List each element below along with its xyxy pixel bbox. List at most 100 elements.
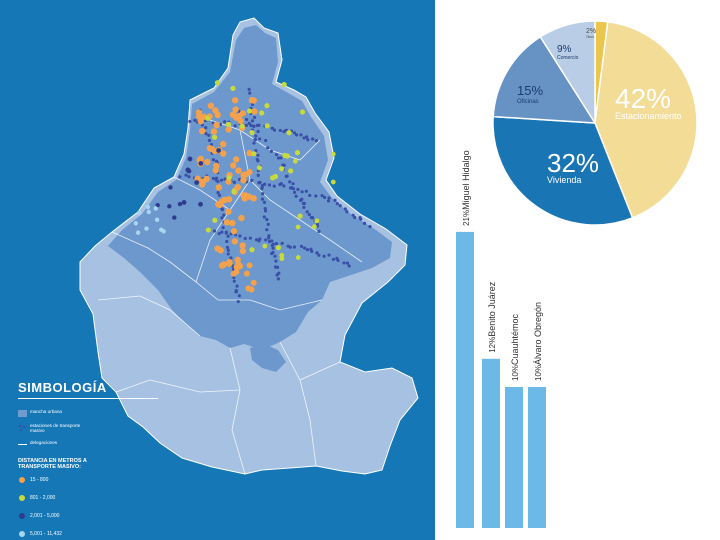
- station-dot: [279, 182, 283, 186]
- station-dot: [226, 248, 230, 252]
- distance-dot: [230, 162, 237, 169]
- distance-dot: [177, 201, 183, 207]
- distance-dot: [264, 103, 270, 109]
- distance-dot: [212, 107, 219, 114]
- distance-dot: [133, 221, 139, 226]
- distance-range-label: 15 - 800: [30, 477, 49, 483]
- station-dot: [223, 120, 227, 124]
- station-dot: [178, 175, 182, 179]
- station-dot: [353, 215, 357, 220]
- distance-dot: [220, 150, 227, 157]
- distance-dot: [194, 180, 200, 185]
- distance-dot: [168, 185, 173, 190]
- parking-use-pie-chart: 42%Estacionamiento 32%Vivienda 15%Oficinas…: [492, 20, 698, 225]
- station-dot: [207, 133, 211, 137]
- map-urban-appendix: [250, 344, 286, 372]
- station-dot: [273, 254, 277, 258]
- distance-dot: [246, 168, 253, 176]
- station-dot: [236, 299, 240, 304]
- distance-dot: [250, 279, 257, 286]
- station-dot: [309, 216, 314, 220]
- station-dot: [295, 133, 299, 137]
- distance-dot: [262, 243, 268, 249]
- station-dot: [271, 242, 275, 246]
- distance-dot: [185, 167, 191, 173]
- distance-dot: [286, 130, 292, 136]
- station-dot: [256, 159, 260, 163]
- distance-dot: [225, 208, 232, 215]
- station-dot: [252, 141, 256, 145]
- station-dot: [264, 238, 268, 242]
- station-dot: [275, 273, 279, 277]
- distance-dot: [279, 252, 285, 258]
- station-dot: [233, 124, 237, 128]
- pie-percent-label: 42%: [615, 83, 671, 114]
- distance-dot: [226, 175, 232, 181]
- distance-dot: [212, 217, 218, 223]
- distance-dot: [216, 148, 222, 153]
- distance-dot: [330, 179, 336, 185]
- station-dot: [267, 236, 271, 240]
- station-dot: [314, 139, 318, 143]
- distance-dot: [275, 245, 281, 251]
- map-legend: SIMBOLOGÍA mancha urbana estaciones de t…: [18, 380, 168, 540]
- distance-dot: [214, 80, 221, 86]
- bar-value-label: 12%: [488, 337, 497, 353]
- distance-dot: [205, 227, 211, 233]
- station-dot: [274, 152, 279, 157]
- station-dot: [274, 259, 278, 263]
- station-dot: [310, 249, 314, 253]
- bar-4: [528, 387, 546, 528]
- map-panel: SIMBOLOGÍA mancha urbana estaciones de t…: [0, 0, 435, 540]
- station-dot: [368, 225, 372, 229]
- distance-dot: [251, 108, 258, 115]
- city-map: [79, 17, 419, 475]
- station-dot: [219, 178, 224, 182]
- station-dot: [252, 124, 256, 128]
- distance-dot: [213, 162, 220, 170]
- distance-dot: [232, 156, 240, 163]
- distance-dot: [207, 102, 215, 109]
- station-dot: [250, 119, 255, 123]
- legend-item-delegations: delegaciones: [18, 439, 168, 450]
- distance-dot: [246, 149, 253, 157]
- legend-item-urban: mancha urbana: [18, 408, 168, 419]
- distance-dot: [197, 118, 204, 125]
- station-dot: [302, 136, 306, 140]
- distance-dot: [295, 255, 301, 260]
- station-dot: [317, 253, 321, 257]
- station-dot: [362, 221, 367, 225]
- distance-category-dots: [133, 80, 336, 293]
- square-swatch-icon: [18, 410, 27, 417]
- station-dot: [274, 241, 279, 246]
- distance-dot: [231, 238, 239, 245]
- distance-range-2: 801 - 2,000: [18, 494, 168, 506]
- station-dot: [225, 245, 230, 249]
- station-dot: [266, 146, 270, 150]
- distance-dot: [233, 268, 240, 275]
- distance-dot: [145, 204, 151, 210]
- station-dot: [288, 245, 292, 249]
- station-dot: [260, 197, 265, 201]
- station-dot: [326, 199, 331, 203]
- distance-dot: [225, 121, 232, 127]
- distance-dot: [246, 108, 253, 114]
- station-dot: [248, 91, 252, 95]
- distance-dot: [314, 218, 320, 224]
- distance-dot: [231, 188, 237, 195]
- station-dot: [252, 115, 257, 120]
- distance-dot: [198, 161, 204, 166]
- distance-dot: [187, 156, 193, 162]
- distance-dot: [256, 165, 263, 171]
- station-dot: [212, 229, 217, 233]
- distance-range-label: 2,001 - 5,000: [30, 513, 60, 519]
- station-dot: [271, 246, 275, 250]
- station-dot: [225, 239, 229, 244]
- bar-value-label: 10%: [511, 365, 520, 381]
- distance-dot: [198, 201, 203, 207]
- station-dot: [305, 248, 310, 252]
- station-dot: [320, 193, 324, 198]
- station-dot: [188, 119, 192, 124]
- station-dot: [351, 213, 355, 217]
